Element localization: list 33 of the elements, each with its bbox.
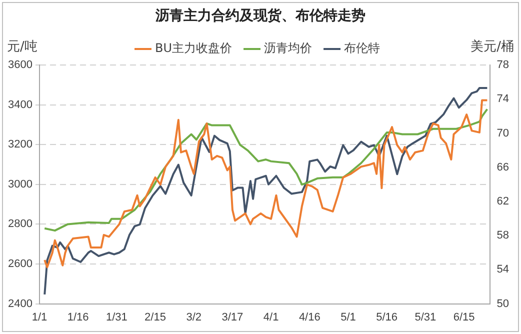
x-tick-label: 5/1 — [340, 311, 356, 324]
y2-tick-label: 70 — [496, 127, 510, 140]
x-tick-label: 4/16 — [298, 311, 320, 324]
y-tick-label: 2400 — [8, 298, 32, 310]
y2-tick-label: 62 — [496, 195, 510, 208]
y-tick-label: 2800 — [8, 218, 32, 230]
legend-label: 布伦特 — [344, 41, 380, 56]
y-tick-label: 3400 — [8, 98, 32, 111]
x-tick-label: 3/2 — [186, 311, 202, 324]
chart-title: 沥青主力合约及现货、布伦特走势 — [154, 7, 366, 25]
x-tick-label: 5/31 — [414, 311, 436, 324]
x-tick-label: 2/15 — [144, 311, 166, 324]
y2-tick-label: 54 — [496, 264, 510, 276]
y2-tick-label: 50 — [496, 298, 510, 310]
y2-tick-label: 58 — [496, 230, 510, 242]
y-axis-title: 元/吨 — [7, 39, 38, 54]
y2-axis-title: 美元/桶 — [470, 38, 514, 54]
x-tick-label: 4/1 — [263, 311, 279, 324]
legend-label: BU主力收盘价 — [154, 41, 232, 56]
x-tick-label: 1/31 — [106, 311, 128, 324]
y-tick-label: 3600 — [8, 59, 32, 72]
y-tick-label: 2600 — [8, 258, 32, 270]
y-tick-label: 3000 — [8, 178, 32, 190]
y-tick-label: 3200 — [8, 138, 32, 151]
y2-tick-label: 66 — [496, 161, 510, 174]
y2-tick-label: 74 — [496, 93, 510, 106]
legend-label: 沥青均价 — [264, 41, 312, 56]
y2-tick-label: 78 — [496, 59, 510, 72]
x-tick-label: 6/15 — [453, 311, 475, 324]
x-tick-label: 5/16 — [376, 311, 398, 324]
x-tick-label: 1/16 — [67, 311, 89, 324]
x-tick-label: 1/1 — [32, 311, 48, 324]
x-tick-label: 3/17 — [222, 311, 244, 324]
